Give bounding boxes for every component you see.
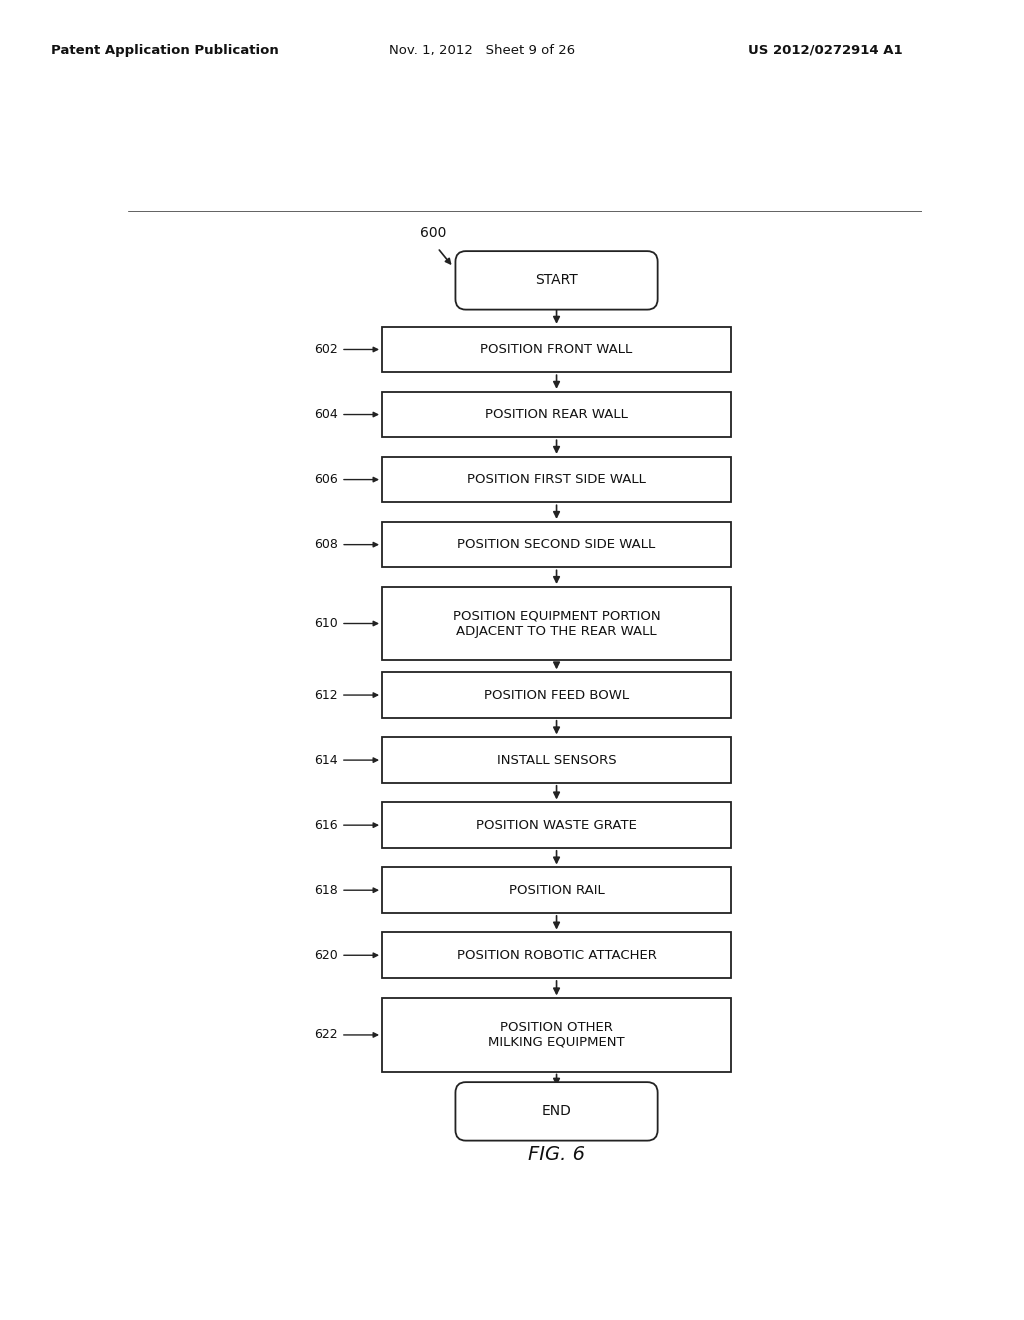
Text: 600: 600 <box>420 226 446 240</box>
Text: 610: 610 <box>314 616 378 630</box>
Bar <box>382 521 731 568</box>
Text: 614: 614 <box>314 754 378 767</box>
Text: POSITION FIRST SIDE WALL: POSITION FIRST SIDE WALL <box>467 473 646 486</box>
Bar <box>382 803 731 847</box>
Text: FIG. 6: FIG. 6 <box>528 1144 585 1164</box>
Bar <box>382 457 731 503</box>
Text: END: END <box>542 1105 571 1118</box>
Bar <box>382 672 731 718</box>
FancyBboxPatch shape <box>456 251 657 310</box>
Text: Patent Application Publication: Patent Application Publication <box>51 44 279 57</box>
Text: POSITION OTHER
MILKING EQUIPMENT: POSITION OTHER MILKING EQUIPMENT <box>488 1020 625 1049</box>
Text: 608: 608 <box>314 539 378 552</box>
Bar <box>382 932 731 978</box>
Text: POSITION RAIL: POSITION RAIL <box>509 883 604 896</box>
Text: POSITION EQUIPMENT PORTION
ADJACENT TO THE REAR WALL: POSITION EQUIPMENT PORTION ADJACENT TO T… <box>453 610 660 638</box>
Text: POSITION REAR WALL: POSITION REAR WALL <box>485 408 628 421</box>
Text: POSITION ROBOTIC ATTACHER: POSITION ROBOTIC ATTACHER <box>457 949 656 962</box>
FancyBboxPatch shape <box>456 1082 657 1140</box>
Text: 618: 618 <box>314 883 378 896</box>
Bar <box>382 738 731 783</box>
Text: POSITION FRONT WALL: POSITION FRONT WALL <box>480 343 633 356</box>
Text: INSTALL SENSORS: INSTALL SENSORS <box>497 754 616 767</box>
Text: START: START <box>536 273 578 288</box>
Text: POSITION FEED BOWL: POSITION FEED BOWL <box>484 689 629 701</box>
Text: 616: 616 <box>314 818 378 832</box>
Text: 602: 602 <box>314 343 378 356</box>
Text: POSITION SECOND SIDE WALL: POSITION SECOND SIDE WALL <box>458 539 655 552</box>
Text: 604: 604 <box>314 408 378 421</box>
Text: Nov. 1, 2012   Sheet 9 of 26: Nov. 1, 2012 Sheet 9 of 26 <box>389 44 575 57</box>
Bar <box>382 998 731 1072</box>
Text: 620: 620 <box>314 949 378 962</box>
Text: 622: 622 <box>314 1028 378 1041</box>
Bar <box>382 587 731 660</box>
Text: POSITION WASTE GRATE: POSITION WASTE GRATE <box>476 818 637 832</box>
Bar <box>382 327 731 372</box>
Text: US 2012/0272914 A1: US 2012/0272914 A1 <box>748 44 902 57</box>
Text: 612: 612 <box>314 689 378 701</box>
Bar <box>382 867 731 913</box>
Bar <box>382 392 731 437</box>
Text: 606: 606 <box>314 473 378 486</box>
